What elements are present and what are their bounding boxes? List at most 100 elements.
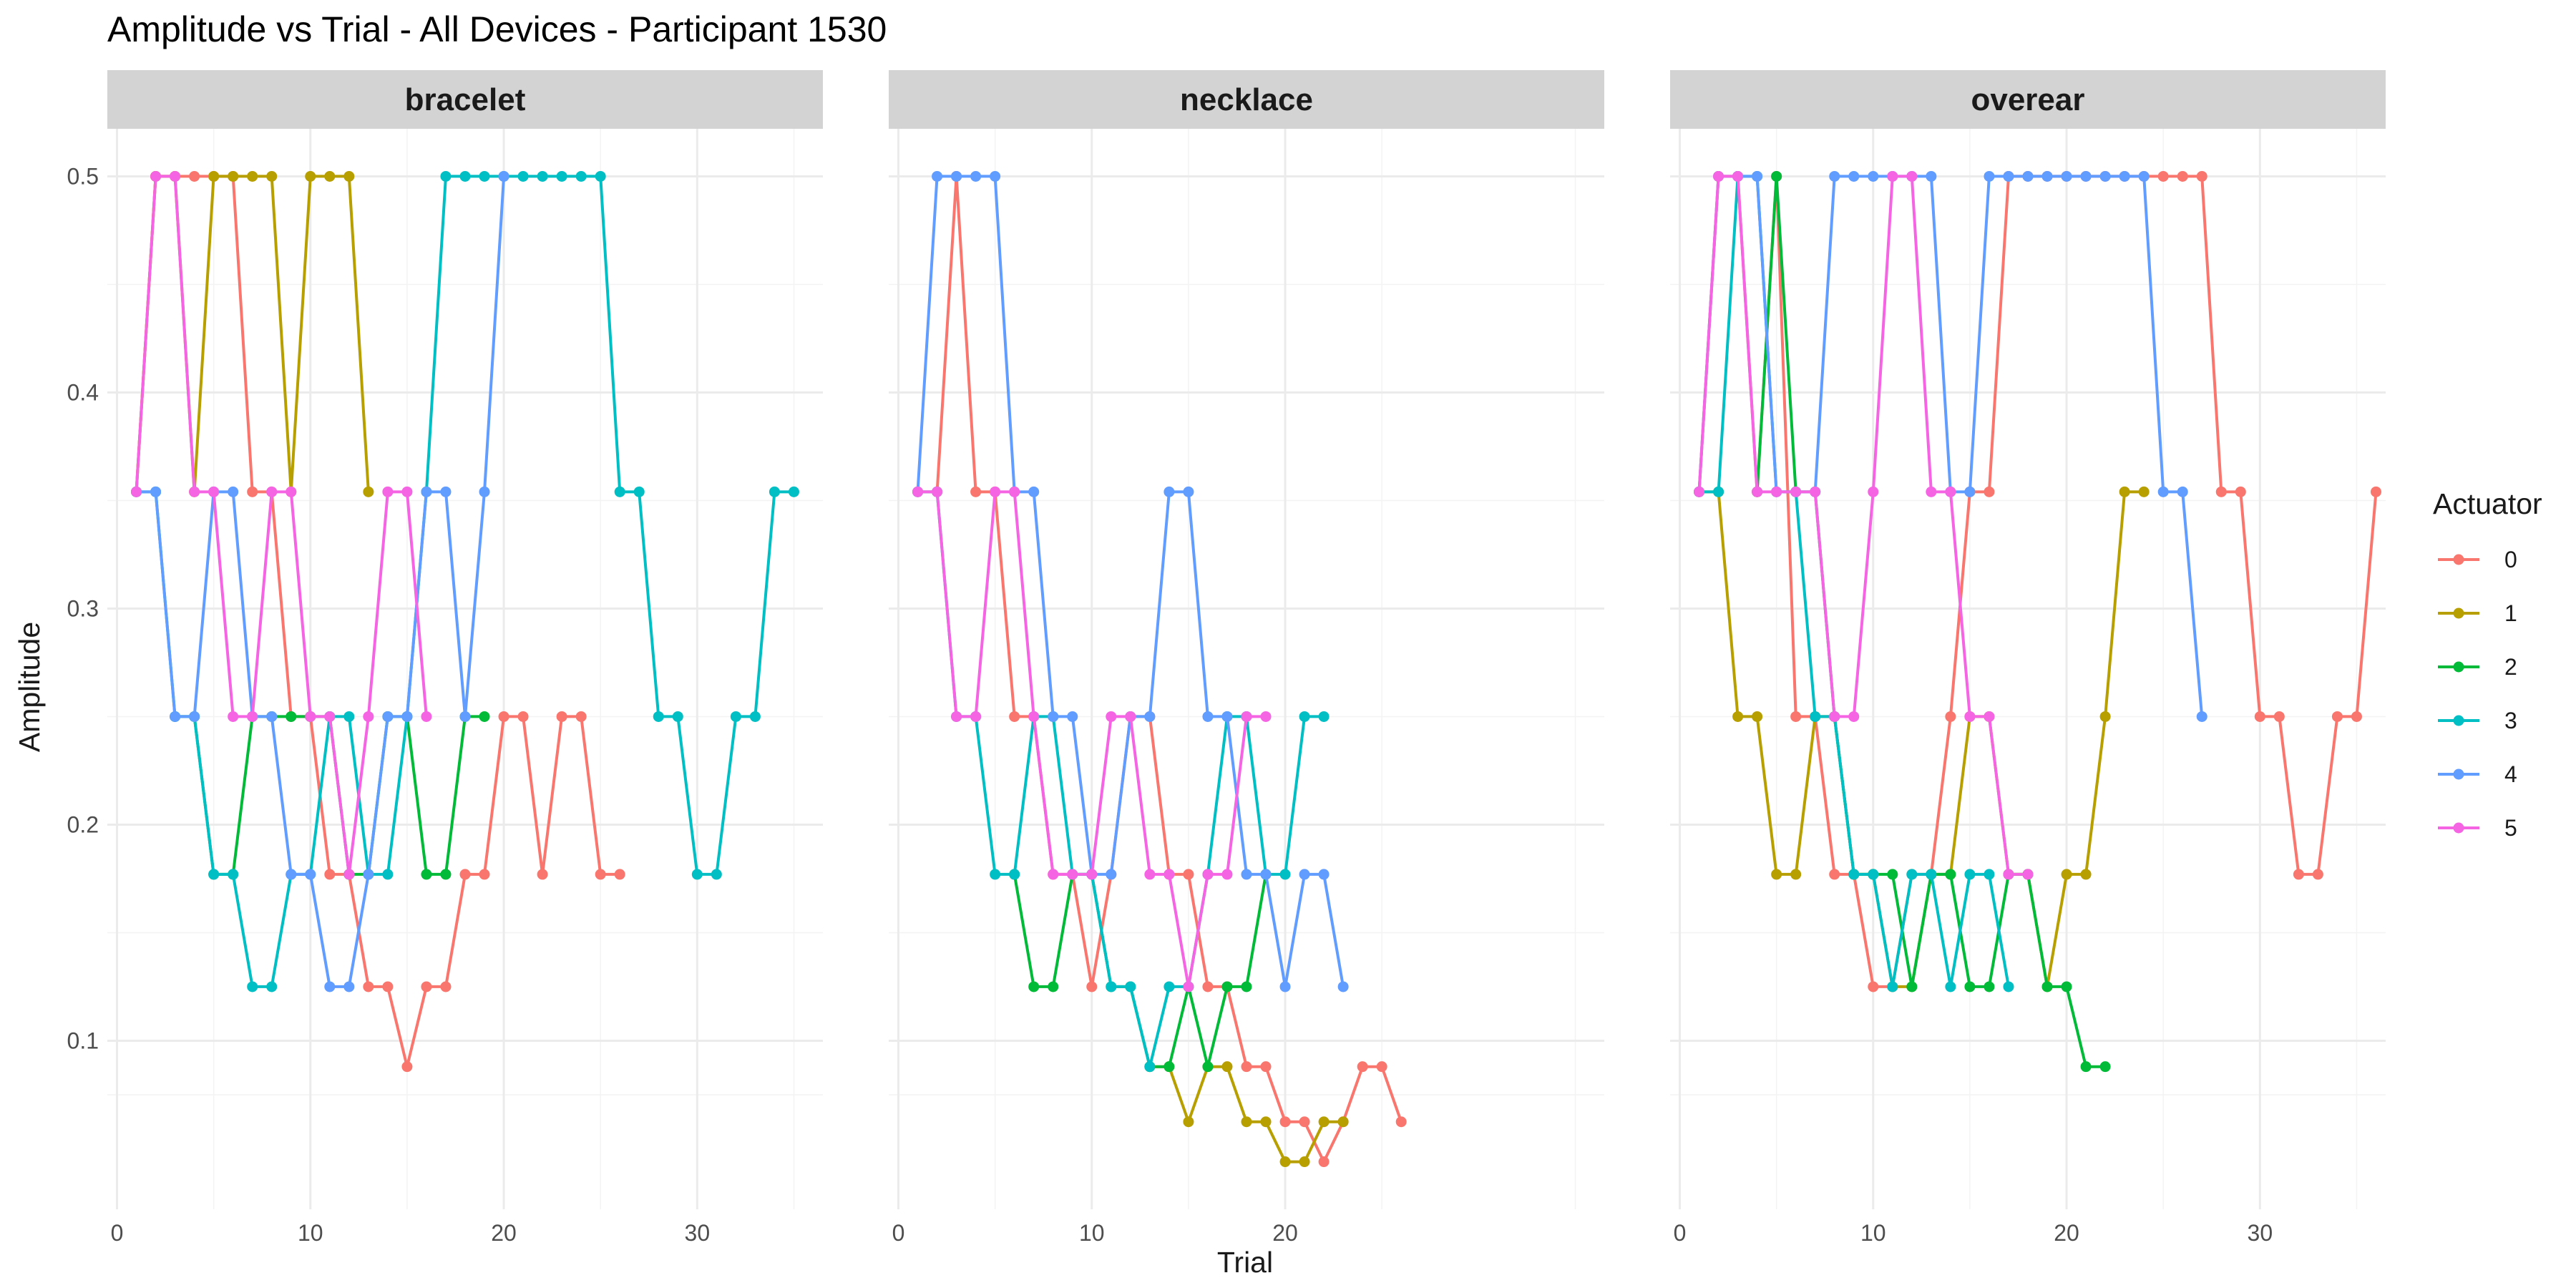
facet-label-bracelet: bracelet [405, 82, 526, 117]
data-point [1221, 981, 1233, 992]
data-point [1241, 869, 1252, 880]
data-point [1945, 981, 1956, 992]
series-overear-actuator-1 [1694, 486, 2150, 992]
data-point [1984, 981, 1995, 992]
data-point [932, 170, 943, 182]
data-point [990, 486, 1001, 497]
chart-title: Amplitude vs Trial - All Devices - Parti… [107, 9, 887, 49]
series-line [917, 490, 1324, 1068]
legend-entry-5: 5 [2438, 815, 2517, 841]
data-point [2293, 869, 2304, 880]
data-point [2099, 1061, 2111, 1073]
data-point [1260, 1061, 1272, 1073]
data-point [382, 486, 394, 497]
data-point [575, 170, 587, 182]
data-point [2157, 170, 2169, 182]
data-point [788, 486, 799, 497]
series-bracelet-actuator-4 [131, 170, 509, 992]
y-tick-label: 0.5 [67, 163, 99, 189]
data-point [170, 711, 181, 722]
data-point [440, 486, 452, 497]
data-point [1752, 170, 1763, 182]
x-tick-label: 20 [1272, 1220, 1298, 1246]
data-point [1299, 711, 1310, 722]
x-tick-label: 10 [1860, 1220, 1886, 1246]
data-point [286, 869, 297, 880]
legend-key-point [2453, 822, 2464, 834]
data-point [2003, 869, 2014, 880]
data-point [1790, 711, 1802, 722]
data-point [1984, 170, 1995, 182]
data-point [286, 486, 297, 497]
data-point [1202, 1061, 1214, 1073]
data-point [1771, 869, 1782, 880]
data-point [1106, 711, 1117, 722]
data-point [1395, 1116, 1407, 1128]
legend-label: 1 [2504, 600, 2517, 626]
data-point [189, 711, 200, 722]
data-point [1202, 869, 1214, 880]
data-point [1163, 981, 1175, 992]
data-point [556, 711, 567, 722]
data-point [1752, 711, 1763, 722]
legend-label: 3 [2504, 708, 2517, 733]
facet-strip-necklace [889, 70, 1604, 129]
legend-label: 0 [2504, 547, 2517, 572]
legend-entry-4: 4 [2438, 761, 2517, 787]
data-point [421, 981, 432, 992]
data-point [1848, 170, 1860, 182]
data-point [653, 711, 664, 722]
legend-key-point [2453, 554, 2464, 565]
data-point [1848, 869, 1860, 880]
data-point [2041, 981, 2053, 992]
data-point [2041, 170, 2053, 182]
data-point [1144, 869, 1156, 880]
data-point [1926, 869, 1937, 880]
y-tick-label: 0.3 [67, 595, 99, 621]
data-point [1771, 486, 1782, 497]
data-point [1964, 981, 1976, 992]
data-point [131, 486, 142, 497]
legend-label: 4 [2504, 761, 2517, 787]
data-point [1183, 486, 1194, 497]
data-point [1009, 486, 1020, 497]
data-point [305, 869, 316, 880]
panel-bracelet: bracelet 0.1 0.2 0.3 0.4 0.5 0 10 20 30 [67, 70, 823, 1246]
data-point [247, 486, 258, 497]
legend-label: 2 [2504, 654, 2517, 680]
data-point [556, 170, 567, 182]
x-tick-label: 10 [1079, 1220, 1105, 1246]
data-point [1926, 486, 1937, 497]
data-point [1260, 869, 1272, 880]
data-point [1945, 711, 1956, 722]
data-point [208, 486, 220, 497]
data-point [440, 170, 452, 182]
data-point [614, 869, 625, 880]
data-point [1906, 170, 1918, 182]
series-line [135, 175, 428, 876]
data-point [189, 486, 200, 497]
panel-overear: overear 0 10 20 30 [1670, 70, 2386, 1246]
data-point [401, 486, 413, 497]
data-point [479, 170, 490, 182]
series-bracelet-actuator-1 [131, 170, 374, 497]
data-point [2273, 711, 2285, 722]
data-point [208, 869, 220, 880]
data-point [1183, 869, 1194, 880]
data-point [951, 170, 962, 182]
data-point [633, 486, 645, 497]
data-point [324, 170, 336, 182]
data-point [2235, 486, 2246, 497]
data-point [1337, 981, 1349, 992]
data-point [228, 869, 239, 880]
data-point [1221, 1061, 1233, 1073]
data-point [1202, 711, 1214, 722]
data-point [1028, 981, 1040, 992]
data-point [990, 170, 1001, 182]
series-necklace-actuator-0 [912, 170, 1407, 1168]
x-tick-label: 20 [491, 1220, 517, 1246]
data-point [1887, 170, 1898, 182]
data-point [459, 170, 471, 182]
x-tick-label: 0 [1674, 1220, 1687, 1246]
data-point [324, 711, 336, 722]
